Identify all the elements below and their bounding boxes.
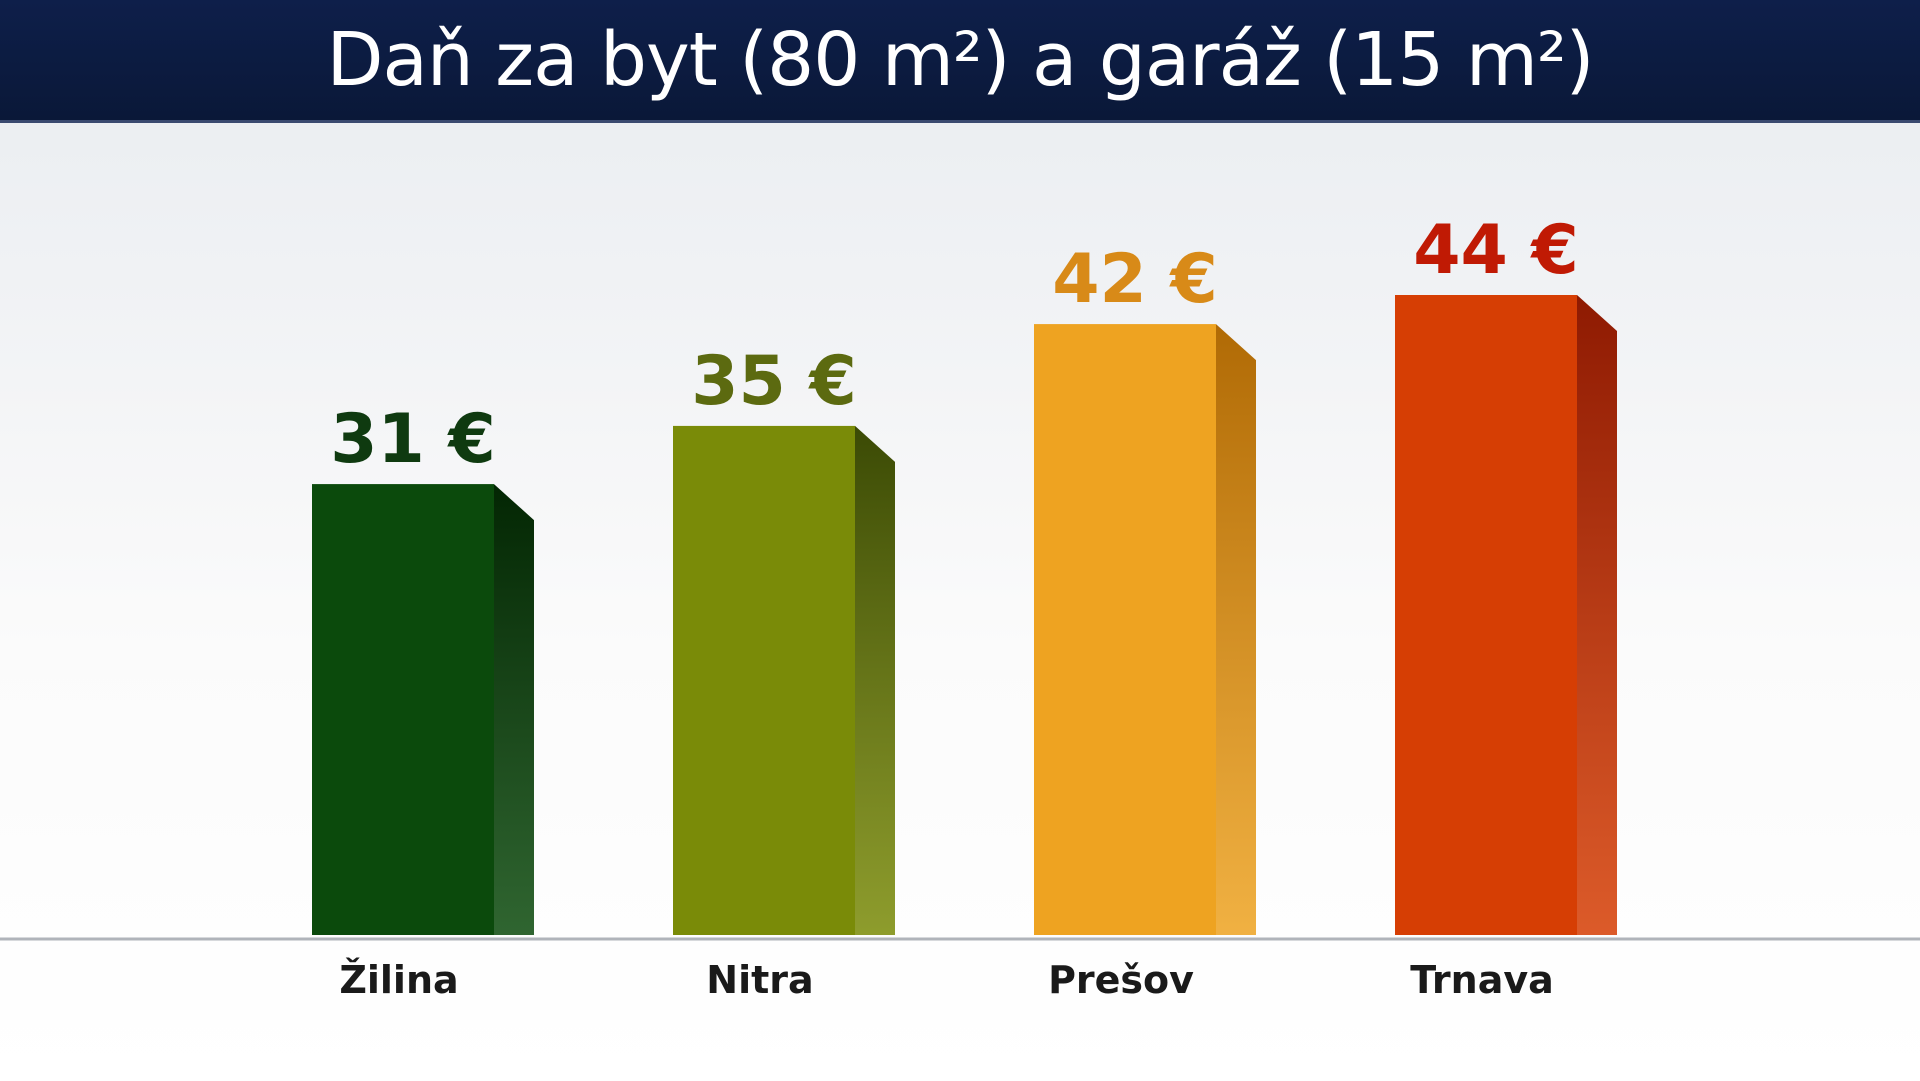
bar-side-3	[1577, 295, 1617, 935]
category-label-0: Žilina	[339, 958, 458, 1002]
bar-3	[1395, 295, 1577, 935]
category-label-3: Trnava	[1410, 958, 1554, 1002]
chart-title: Daň za byt (80 m²) a garáž (15 m²)	[326, 17, 1595, 103]
value-label-0: 31 €	[330, 400, 496, 479]
category-label-2: Prešov	[1048, 958, 1194, 1002]
bar-side-2	[1216, 324, 1256, 935]
bars-group: 31 € Žilina 35 € Nitra 42 € Prešov 44 € Trnava	[312, 211, 1617, 1002]
bar-2	[1034, 324, 1216, 935]
title-bar: Daň za byt (80 m²) a garáž (15 m²)	[0, 0, 1920, 123]
value-label-1: 35 €	[691, 342, 857, 421]
bar-1	[673, 425, 855, 935]
bar-side-1	[855, 425, 895, 935]
category-label-1: Nitra	[706, 958, 813, 1002]
bar-side-0	[494, 484, 534, 935]
value-label-2: 42 €	[1052, 240, 1218, 319]
value-label-3: 44 €	[1413, 211, 1579, 290]
bar-0	[312, 484, 494, 935]
